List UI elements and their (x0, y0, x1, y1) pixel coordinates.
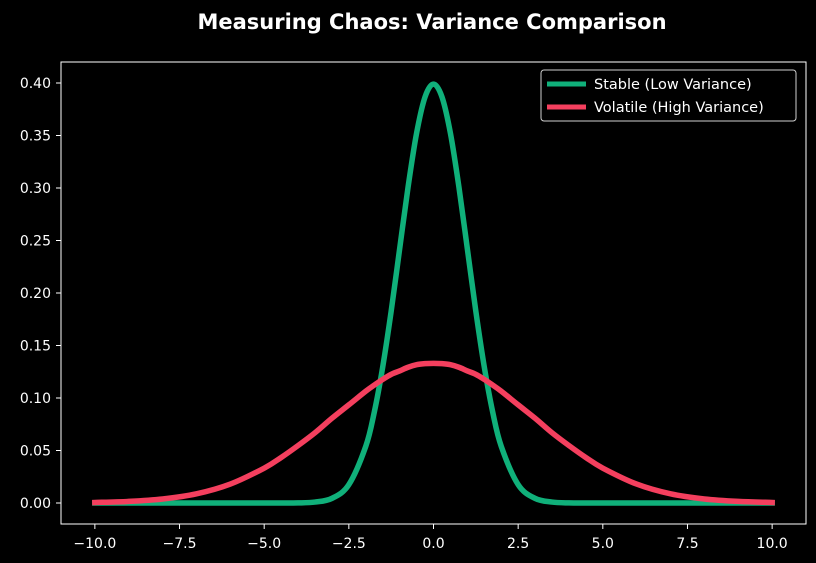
x-tick-label: 5.0 (592, 536, 614, 552)
y-tick-label: 0.40 (20, 76, 51, 92)
x-tick-label: 10.0 (757, 536, 788, 552)
legend: Stable (Low Variance) Volatile (High Var… (540, 69, 797, 122)
y-axis: 0.00 0.05 0.10 0.15 0.20 0.25 0.30 0.35 0.40 (20, 76, 61, 512)
y-tick-label: 0.15 (20, 339, 51, 355)
series-layer (92, 81, 775, 506)
y-tick-label: 0.35 (20, 129, 51, 145)
x-tick-label: −7.5 (163, 536, 197, 552)
y-tick-label: 0.30 (20, 181, 51, 197)
y-tick-label: 0.05 (20, 444, 51, 460)
y-tick-label: 0.20 (20, 286, 51, 302)
y-tick-label: 0.25 (20, 234, 51, 250)
x-tick-label: −10.0 (73, 536, 116, 552)
chart-title: Measuring Chaos: Variance Comparison (197, 10, 666, 34)
x-tick-label: −5.0 (247, 536, 281, 552)
y-tick-label: 0.10 (20, 391, 51, 407)
x-axis: −10.0 −7.5 −5.0 −2.5 0.0 2.5 5.0 7.5 10.0 (73, 524, 788, 552)
x-tick-label: 2.5 (507, 536, 529, 552)
legend-box (540, 69, 797, 122)
series-line-volatile (92, 360, 775, 506)
x-tick-label: 0.0 (422, 536, 444, 552)
x-tick-label: 7.5 (676, 536, 698, 552)
legend-label-stable: Stable (Low Variance) (594, 77, 752, 93)
legend-label-volatile: Volatile (High Variance) (594, 100, 764, 116)
x-tick-label: −2.5 (332, 536, 366, 552)
series-line-stable (92, 81, 775, 506)
y-tick-label: 0.00 (20, 496, 51, 512)
